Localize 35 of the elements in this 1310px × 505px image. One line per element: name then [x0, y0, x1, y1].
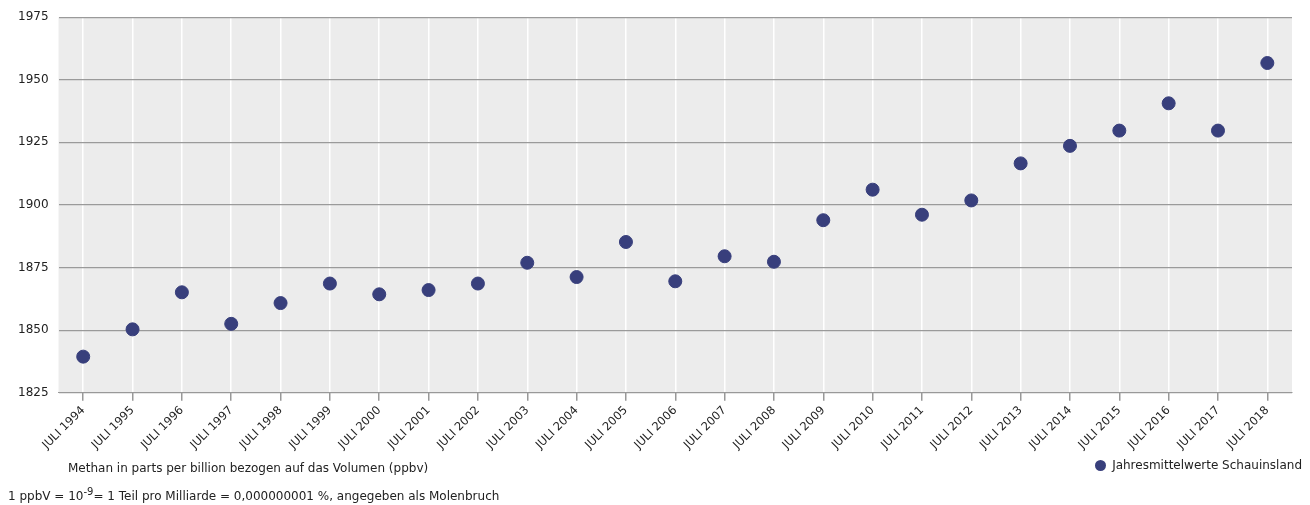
y-tick-label: 1950: [17, 71, 49, 86]
y-tick-label: 1825: [17, 384, 49, 399]
point: [273, 296, 288, 311]
point: [125, 322, 140, 337]
point: [470, 276, 485, 291]
point: [668, 274, 683, 289]
point: [372, 287, 387, 302]
text: Methan in parts per billion bezogen auf das Volumen (ppbv): [67, 460, 430, 477]
point: [1062, 138, 1077, 153]
point: [520, 255, 535, 270]
point: [1260, 56, 1275, 71]
point: [964, 193, 979, 208]
point: [224, 316, 239, 331]
y-tick-label: 1875: [17, 259, 49, 274]
point: [421, 283, 436, 298]
point: [816, 213, 831, 228]
y-tick-label: 1975: [17, 9, 49, 24]
point: [717, 249, 732, 264]
point: [618, 234, 633, 249]
point: [766, 254, 781, 269]
point: [914, 207, 929, 222]
point: [1210, 123, 1225, 138]
point: [865, 182, 880, 197]
point: [1112, 123, 1127, 138]
point: [1013, 156, 1028, 171]
point: [76, 349, 91, 364]
y-tick-label: 1925: [17, 134, 49, 149]
legend-label: Jahresmittelwerte Schauinsland: [1112, 458, 1302, 472]
point: [569, 270, 584, 285]
point: [1161, 96, 1176, 111]
y-tick-label: 1850: [17, 322, 49, 337]
y-tick-label: 1900: [17, 197, 49, 212]
point: [322, 276, 337, 291]
point: [174, 285, 189, 300]
text: 1 ppbV = 10$^{-9}$= 1 Teil pro Milliarde = 0,000000001 %, angegeben als Molenbruch: [8, 485, 500, 505]
